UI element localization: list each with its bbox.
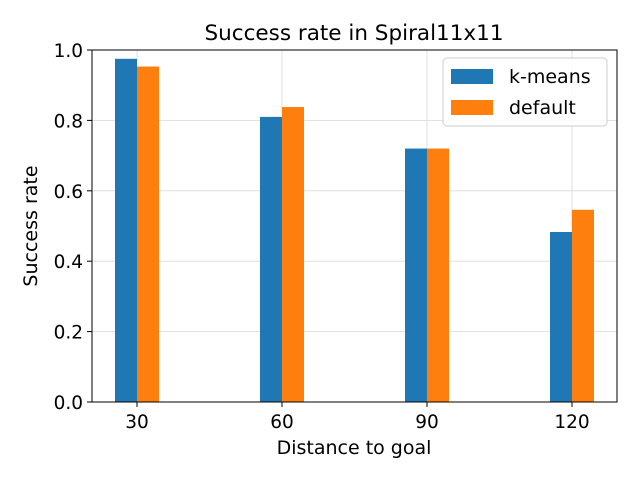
bar-k-means-60 — [260, 116, 282, 402]
legend-swatch-k-means — [451, 69, 493, 84]
bars — [115, 58, 594, 403]
chart-title: Success rate in Spiral11x11 — [204, 21, 503, 46]
plot-frame — [91, 49, 618, 403]
x-tick-label: 120 — [554, 412, 589, 433]
bar-default-30 — [137, 66, 159, 402]
y-tick-label: 0.8 — [54, 111, 83, 132]
y-tick-label: 0.2 — [54, 323, 83, 344]
x-tick-label: 30 — [125, 412, 149, 433]
x-tick-label: 60 — [270, 412, 294, 433]
bar-default-90 — [427, 148, 449, 402]
bar-k-means-120 — [550, 231, 572, 402]
bar-default-120 — [572, 209, 594, 402]
y-tick-label: 1.0 — [54, 41, 83, 62]
legend-label-k-means: k-means — [509, 66, 591, 88]
legend-label-default: default — [509, 97, 576, 119]
x-tick-label: 90 — [415, 412, 439, 433]
x-axis-ticks: 30 60 90 120 — [125, 402, 590, 433]
bar-default-60 — [282, 107, 304, 403]
y-tick-label: 0.0 — [54, 393, 83, 414]
legend-swatch-default — [451, 100, 493, 115]
y-axis-label: Success rate — [20, 165, 42, 286]
y-axis-ticks: 0.0 0.2 0.4 0.6 0.8 1.0 — [54, 41, 92, 414]
bar-k-means-90 — [405, 148, 427, 402]
bar-k-means-30 — [115, 58, 137, 403]
x-axis-label: Distance to goal — [277, 437, 432, 459]
legend: k-means default — [442, 57, 608, 127]
y-tick-label: 0.6 — [54, 182, 83, 203]
y-tick-label: 0.4 — [54, 252, 83, 273]
